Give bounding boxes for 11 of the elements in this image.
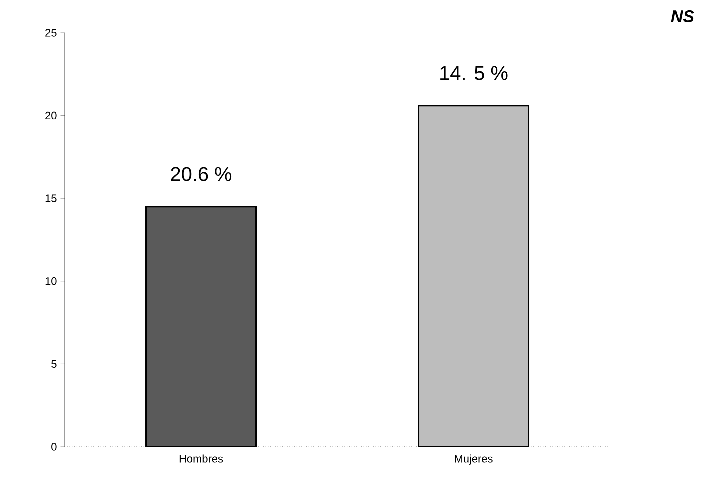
y-tick-label: 0 (52, 443, 57, 451)
text: NS (671, 10, 694, 23)
y-tick-label: 5 (52, 360, 57, 368)
y-tick-label: 20 (46, 112, 57, 120)
annotation: 20.6 % (171, 167, 232, 182)
x-tick-label: Mujeres (455, 454, 493, 465)
x-tick-label: Hombres (180, 454, 224, 463)
y-tick-label: 10 (46, 278, 57, 286)
y-tick-label: 25 (46, 29, 57, 37)
annotation: 14. 5 % (440, 66, 508, 80)
y-tick-label: 15 (46, 194, 57, 202)
